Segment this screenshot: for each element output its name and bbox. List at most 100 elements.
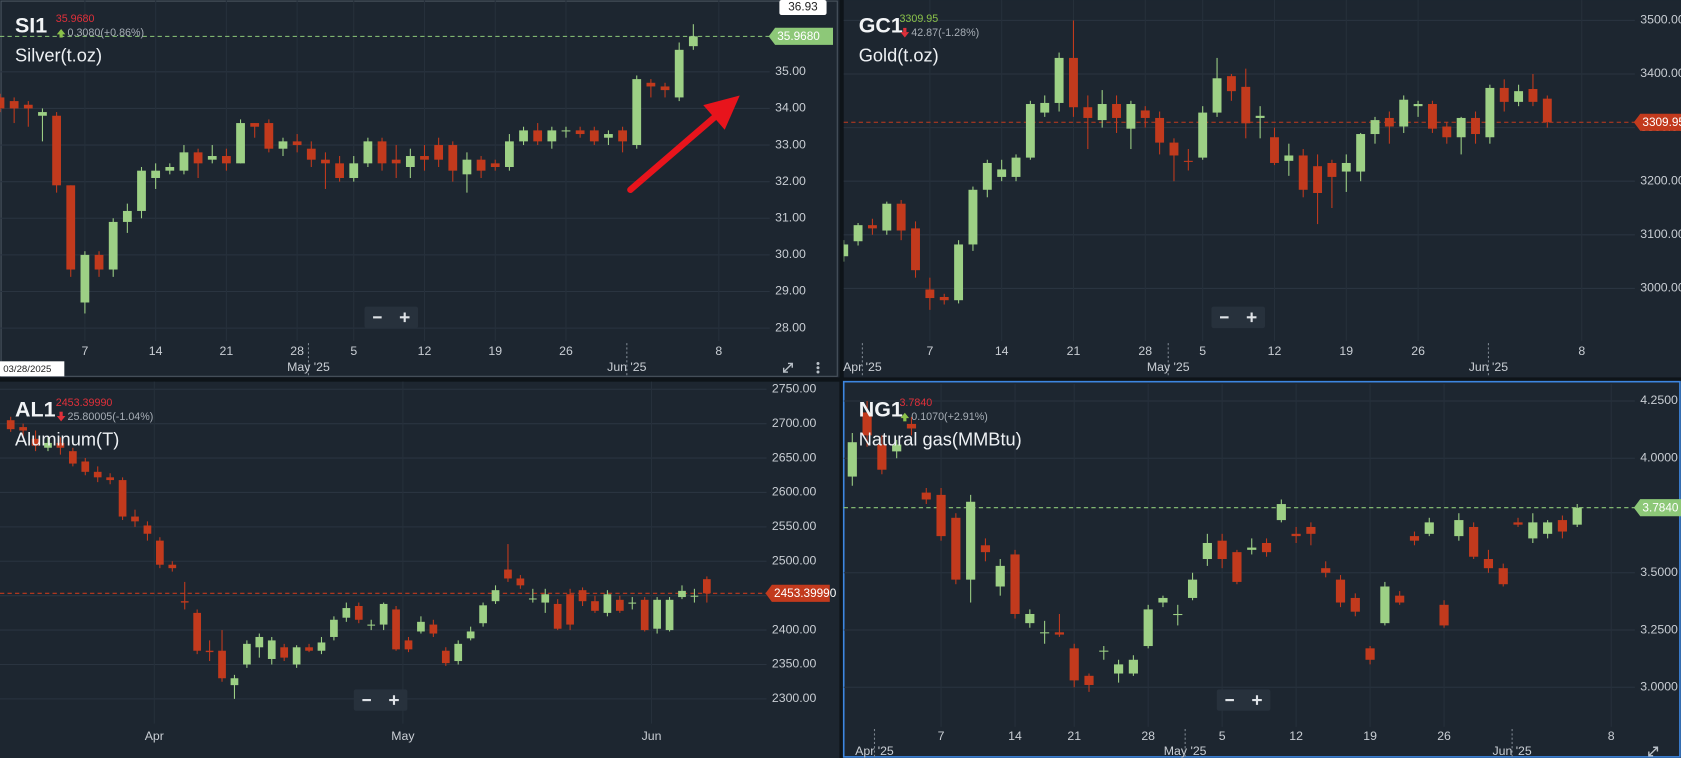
candle-body	[1327, 162, 1337, 177]
zoom-in[interactable]	[391, 307, 418, 328]
price-tag-label: 3309.95	[1642, 116, 1681, 129]
candle-body	[603, 594, 612, 613]
expand-icon	[782, 362, 793, 373]
candle-body	[454, 643, 463, 662]
candle-body	[1011, 157, 1021, 177]
zoom-out[interactable]	[354, 689, 381, 710]
y-tick-label: 2350.00	[772, 657, 817, 671]
candle-body	[1040, 102, 1050, 113]
y-tick-label: 31.00	[775, 211, 806, 225]
symbol: SI1	[15, 13, 47, 37]
instrument-name: Natural gas(MMBtu)	[859, 429, 1022, 449]
candle-body	[1454, 520, 1464, 537]
y-tick-label: 3.0000	[1640, 680, 1678, 694]
y-tick-label: 2650.00	[772, 450, 817, 464]
candle-body	[391, 159, 401, 164]
price-tag: 35.9680	[768, 27, 833, 45]
candle-body	[1169, 142, 1179, 156]
zoom-out[interactable]	[1217, 689, 1244, 710]
y-tick-label: 29.00	[775, 284, 806, 298]
zoom-out[interactable]	[365, 307, 392, 328]
candle-body	[1543, 522, 1553, 534]
candle-body	[882, 203, 892, 231]
candle-body	[122, 210, 132, 222]
y-tick-label: 30.00	[775, 247, 806, 261]
candle-body	[1255, 115, 1265, 118]
candle-body	[207, 156, 217, 160]
candle-body	[1187, 579, 1198, 598]
menu-button[interactable]	[816, 361, 820, 374]
candle-body	[1241, 86, 1251, 124]
zoom-out[interactable]	[1211, 307, 1238, 328]
candle-body	[853, 225, 863, 242]
change: 0.1070(+2.91%)	[911, 411, 988, 423]
x-tick-label: 8	[1578, 344, 1585, 358]
candle-body	[980, 545, 991, 553]
y-tick-label: 2700.00	[772, 416, 817, 430]
menu-dot	[816, 370, 820, 374]
candle-body	[1469, 526, 1479, 557]
candle-body	[1321, 568, 1331, 573]
candle-body	[19, 427, 27, 431]
candle-body	[1069, 648, 1079, 681]
candle-body	[448, 145, 458, 171]
candle-body	[68, 451, 77, 464]
expand-button[interactable]	[1648, 746, 1659, 757]
candle-body	[906, 423, 917, 429]
candle-body	[93, 471, 102, 478]
candle-body	[1212, 78, 1222, 113]
change-arrow-stem	[903, 27, 907, 33]
instrument-name: Aluminum(T)	[15, 429, 119, 449]
price-tag-bg	[768, 27, 833, 45]
expand-button[interactable]	[782, 362, 793, 373]
candle-body	[193, 612, 202, 651]
x-tick-label: 26	[559, 344, 573, 358]
candle-body	[23, 104, 33, 109]
zoom-in[interactable]	[1238, 307, 1265, 328]
candle-body	[1424, 522, 1434, 534]
y-tick-label: 3000.00	[1640, 281, 1681, 295]
y-tick-label: 3.5000	[1640, 565, 1678, 579]
candle-body	[892, 444, 902, 452]
candle-body	[392, 609, 400, 650]
candle-body	[1025, 104, 1035, 158]
candle-body	[566, 594, 574, 625]
candle-body	[578, 590, 587, 602]
candle-body	[0, 97, 5, 109]
candle-body	[1143, 609, 1153, 647]
candle-body	[306, 148, 316, 160]
panel-divider	[0, 377, 1681, 382]
candle-body	[66, 185, 76, 270]
candle-body	[628, 602, 637, 604]
candle-body	[925, 289, 935, 299]
x-tick-label: 7	[926, 344, 933, 358]
price-tag-bg	[1633, 113, 1681, 131]
x-tick-label: 19	[1363, 729, 1377, 743]
chart-panel: 3.0000 3.2500 3.5000 4.0000 4.2500 7 14 21 28 5 12…	[843, 383, 1681, 758]
candle-body	[429, 624, 438, 634]
candle-body	[236, 123, 245, 164]
zoom-bg	[1211, 306, 1266, 329]
change-arrow	[900, 412, 910, 419]
candle-body	[1528, 89, 1538, 102]
candle-body	[1084, 675, 1094, 685]
y-tick-label: 3.2500	[1640, 622, 1678, 636]
candle-body	[1217, 540, 1227, 560]
x-tick-label: 19	[488, 344, 502, 358]
price-tag-bg	[1633, 499, 1681, 517]
candle-body	[490, 163, 500, 168]
crosshair-tag: 36.93	[788, 1, 818, 14]
candle-body	[1270, 137, 1279, 163]
candle-body	[168, 564, 177, 569]
candle-body	[516, 578, 525, 586]
x-tick-label: 5	[1199, 344, 1206, 358]
month-label: May '25	[1147, 360, 1190, 374]
candle-body	[1298, 155, 1308, 190]
candle-body	[9, 101, 19, 109]
zoom-in[interactable]	[381, 689, 408, 710]
candle-body	[911, 228, 920, 271]
x-tick-label: 8	[715, 344, 722, 358]
zoom-in[interactable]	[1244, 689, 1271, 710]
y-tick-label: 4.0000	[1640, 451, 1678, 465]
candle-body	[292, 647, 301, 665]
